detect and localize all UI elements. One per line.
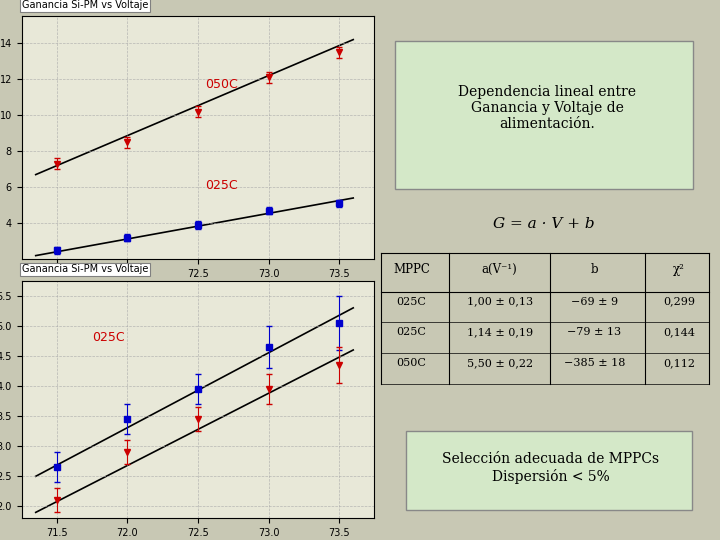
Text: 0,144: 0,144 (663, 327, 695, 338)
Text: 025C: 025C (92, 331, 125, 344)
Text: 050C: 050C (205, 78, 238, 91)
FancyBboxPatch shape (395, 41, 693, 190)
Text: −385 ± 18: −385 ± 18 (564, 359, 625, 368)
Text: 1,00 ± 0,13: 1,00 ± 0,13 (467, 296, 533, 307)
Text: 050C: 050C (397, 359, 426, 368)
Text: −79 ± 13: −79 ± 13 (567, 327, 621, 338)
Text: 025C: 025C (205, 179, 238, 192)
Text: a(V⁻¹): a(V⁻¹) (482, 262, 518, 275)
Text: MPPC: MPPC (393, 262, 430, 275)
Text: Selección adecuada de MPPCs
Dispersión < 5%: Selección adecuada de MPPCs Dispersión <… (442, 453, 660, 484)
Text: Ganancia Si-PM vs Voltaje: Ganancia Si-PM vs Voltaje (22, 0, 148, 10)
Text: 0,299: 0,299 (663, 296, 695, 307)
Text: −69 ± 9: −69 ± 9 (571, 296, 618, 307)
X-axis label: Voltaje [V]: Voltaje [V] (173, 285, 223, 294)
Text: 0,112: 0,112 (663, 359, 695, 368)
Text: 1,14 ± 0,19: 1,14 ± 0,19 (467, 327, 533, 338)
Text: χ²: χ² (673, 262, 685, 275)
Text: 025C: 025C (397, 327, 426, 338)
Text: b: b (590, 262, 598, 275)
Text: 5,50 ± 0,22: 5,50 ± 0,22 (467, 359, 533, 368)
Text: 025C: 025C (397, 296, 426, 307)
FancyBboxPatch shape (406, 431, 693, 510)
Text: G = a · V + b: G = a · V + b (492, 217, 595, 231)
Text: Ganancia Si-PM vs Voltaje: Ganancia Si-PM vs Voltaje (22, 265, 148, 274)
Text: Dependencia lineal entre
Ganancia y Voltaje de
alimentación.: Dependencia lineal entre Ganancia y Volt… (458, 85, 636, 131)
